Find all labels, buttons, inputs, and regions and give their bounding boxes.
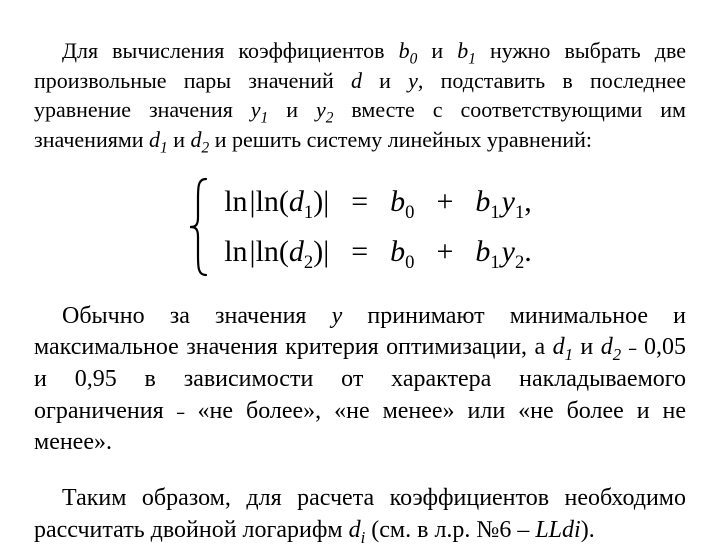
page-root: Для вычисления коэффициентов b0 и b1 нуж… <box>0 0 720 540</box>
text: и <box>362 68 408 93</box>
text: и <box>168 127 191 152</box>
equation-line-1: ln|ln(d1)|=b0+b1y1, <box>224 185 532 219</box>
text: ˗ <box>177 398 198 424</box>
var-d: d <box>351 68 362 93</box>
var-d1: d1 <box>149 127 168 152</box>
equation-system: ln|ln(d1)|=b0+b1y1, ln|ln(d2)|=b0+b1y2. <box>34 177 686 277</box>
paragraph-intro: Для вычисления коэффициентов b0 и b1 нуж… <box>34 36 686 155</box>
text: (см. в л.р. №6 – <box>365 517 535 543</box>
text: Обычно за значения <box>62 303 332 329</box>
var-y1: y1 <box>251 97 268 122</box>
equation-line-2: ln|ln(d2)|=b0+b1y2. <box>224 235 532 269</box>
text: Для вычисления коэффициентов <box>62 38 399 63</box>
var-d2: d2 <box>601 334 621 360</box>
paragraph-conclusion: Таким образом, для расчета коэффициентов… <box>34 483 686 546</box>
var-lldi: LLdi <box>535 517 580 543</box>
var-y: y <box>332 303 343 329</box>
text: ˗ <box>621 334 644 360</box>
text: и решить систему линейных уравнений: <box>209 127 592 152</box>
var-y: y <box>408 68 418 93</box>
text: ). <box>581 517 595 543</box>
var-b0: b0 <box>399 38 418 63</box>
curly-brace-icon <box>188 177 210 277</box>
var-d2: d2 <box>191 127 210 152</box>
var-b1: b1 <box>457 38 476 63</box>
var-y2: y2 <box>316 97 333 122</box>
var-d1: d1 <box>553 334 573 360</box>
text: и <box>417 38 457 63</box>
paragraph-usual-values: Обычно за значения y принимают минимальн… <box>34 301 686 459</box>
text: и <box>573 334 601 360</box>
var-di: di <box>349 517 366 543</box>
text: и <box>268 97 316 122</box>
